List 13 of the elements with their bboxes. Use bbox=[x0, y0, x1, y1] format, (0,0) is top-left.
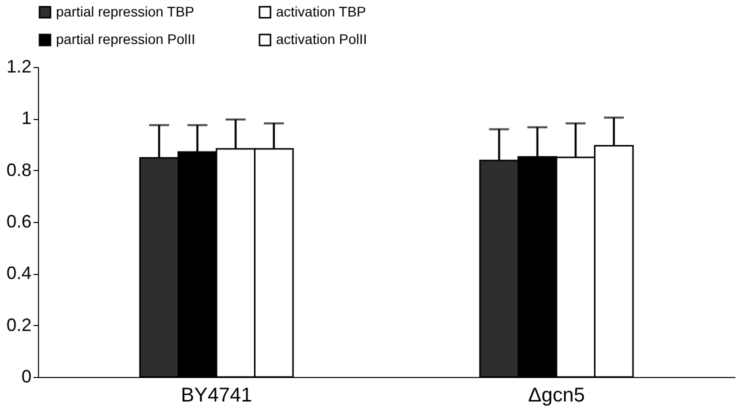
legend-label: partial repression PolII bbox=[56, 31, 196, 47]
y-tick-label: 0.2 bbox=[6, 314, 32, 335]
legend-label: partial repression TBP bbox=[56, 3, 194, 20]
y-tick-label: 0.4 bbox=[6, 263, 32, 284]
x-tick-label: Δgcn5 bbox=[528, 384, 585, 406]
legend-label: activation TBP bbox=[276, 3, 366, 20]
y-tick-label: 1 bbox=[21, 108, 32, 128]
x-tick-label: BY4741 bbox=[180, 384, 252, 406]
y-tick-label: 0.6 bbox=[6, 212, 32, 232]
legend-label: activation PolII bbox=[276, 31, 368, 47]
y-tick-label: 1.2 bbox=[6, 56, 32, 76]
y-tick-label: 0.8 bbox=[6, 160, 32, 180]
y-tick-label: 0 bbox=[21, 366, 32, 386]
